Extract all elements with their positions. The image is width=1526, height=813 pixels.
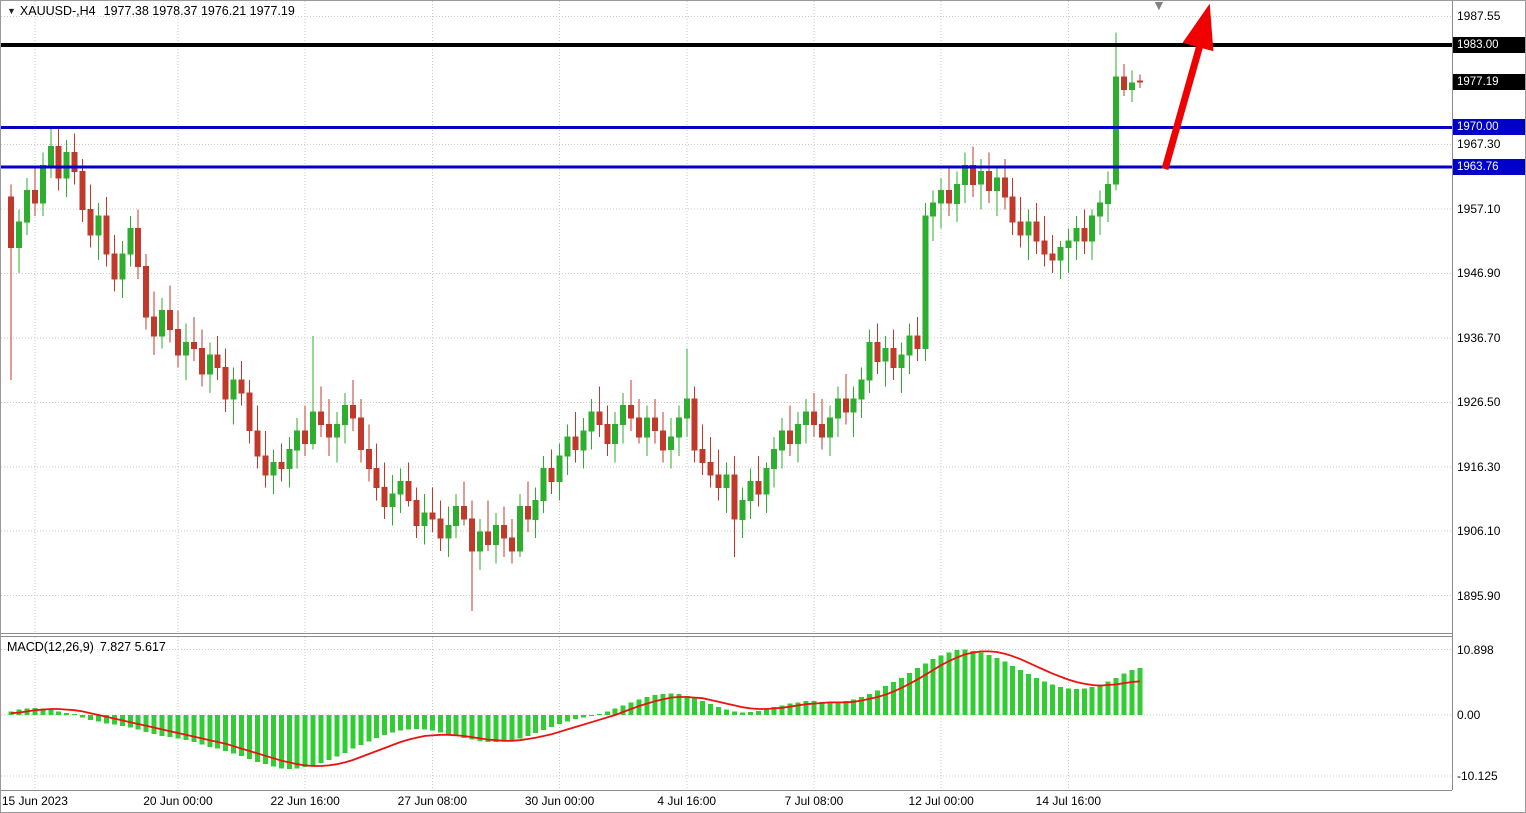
time-tick-label: 12 Jul 00:00 [908, 794, 974, 808]
price-tick-label: 1957.10 [1457, 201, 1501, 216]
pane-separator[interactable] [1, 633, 1452, 634]
time-tick-label: 15 Jun 2023 [1, 794, 68, 808]
candles [8, 32, 1143, 611]
time-tick-label: 7 Jul 08:00 [784, 794, 844, 808]
macd-indicator-label: MACD(12,26,9) 7.827 5.617 [7, 640, 166, 654]
macd-tick-label: -10.125 [1457, 768, 1498, 783]
price-tick-label: 1946.90 [1457, 266, 1501, 281]
time-tick-label: 22 Jun 16:00 [270, 794, 340, 808]
ohlc-readout: 1977.38 1978.37 1976.21 1977.19 [103, 4, 295, 18]
price-chart-svg [1, 1, 1452, 633]
macd-name: MACD(12,26,9) [7, 640, 94, 654]
price-scale[interactable]: 1987.55 1967.30 1957.10 1946.90 1936.70 1926.… [1452, 1, 1525, 790]
macd-tick-label: 10.898 [1457, 642, 1494, 657]
macd-grid [1, 637, 1452, 790]
chart-title: ▼ XAUUSD-,H4 1977.38 1978.37 1976.21 1977.… [7, 4, 295, 18]
support-level-badge-1970: 1970.00 [1453, 119, 1525, 136]
macd-signal-line [10, 650, 1140, 767]
price-tick-label: 1926.50 [1457, 395, 1501, 410]
price-tick-label: 1987.55 [1457, 9, 1501, 24]
price-scale-border [1452, 1, 1453, 790]
time-axis[interactable]: 15 Jun 2023 20 Jun 00:00 22 Jun 16:00 27 Ju… [1, 790, 1452, 812]
time-tick-label: 27 Jun 08:00 [397, 794, 468, 808]
trend-arrow [1161, 3, 1214, 170]
time-tick-label: 30 Jun 00:00 [524, 794, 595, 808]
price-pane[interactable] [1, 1, 1452, 633]
macd-tick-label: 0.00 [1457, 708, 1481, 722]
symbol-timeframe-label: XAUUSD-,H4 [19, 4, 96, 18]
current-price-badge: 1977.19 [1453, 73, 1525, 90]
time-tick-label: 20 Jun 00:00 [143, 794, 213, 808]
macd-values: 7.827 5.617 [99, 640, 166, 654]
macd-histogram [8, 649, 1143, 769]
price-tick-label: 1895.90 [1457, 588, 1501, 603]
price-tick-label: 1906.10 [1457, 524, 1501, 539]
time-axis-separator [1, 790, 1452, 791]
scroll-to-end-icon[interactable]: ▼ [1152, 0, 1166, 13]
price-tick-label: 1936.70 [1457, 330, 1501, 345]
resistance-price-badge: 1983.00 [1453, 37, 1525, 54]
time-tick-label: 4 Jul 16:00 [657, 794, 717, 808]
price-tick-label: 1967.30 [1457, 137, 1501, 152]
symbol-dropdown-icon: ▼ [7, 6, 16, 16]
price-level-lines [1, 43, 1452, 169]
time-tick-label: 14 Jul 16:00 [1035, 794, 1102, 808]
macd-pane[interactable] [1, 637, 1452, 790]
support-level-badge-1963: 1963.76 [1453, 158, 1525, 175]
pane-separator[interactable] [1, 636, 1452, 637]
macd-svg [1, 637, 1452, 790]
price-tick-label: 1916.30 [1457, 459, 1501, 474]
price-grid [1, 1, 1452, 633]
